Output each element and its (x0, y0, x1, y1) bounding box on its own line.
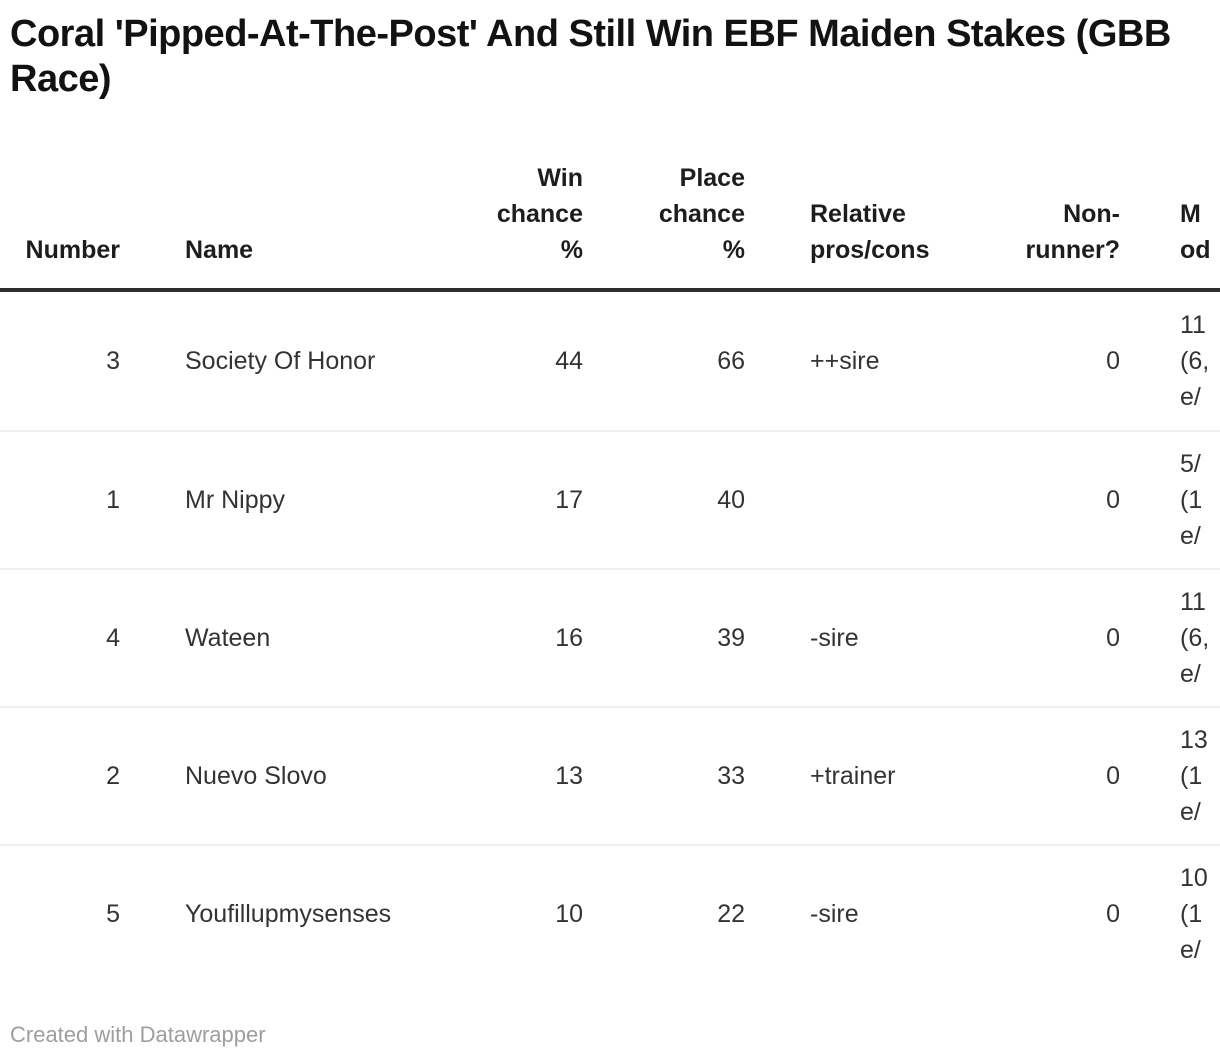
datawrapper-credit-link[interactable]: Created with Datawrapper (10, 1022, 266, 1047)
col-header-non-runner: Non- runner? (1025, 200, 1120, 264)
cell-place-chance: 66 (717, 347, 745, 375)
cell-win-chance: 17 (555, 486, 583, 514)
cell-name: Youfillupmysenses (185, 900, 392, 928)
cell-number: 1 (106, 486, 120, 514)
table-header-row: Number Name Win chance % Place chance % … (0, 160, 1220, 292)
race-table: Number Name Win chance % Place chance % … (0, 160, 1220, 982)
cell-pros-cons: ++sire (810, 347, 880, 375)
col-header-name: Name (185, 236, 254, 264)
table-row: 5 Youfillupmysenses 10 22 -sire 0 10 (1 … (0, 844, 1220, 982)
cell-number: 4 (106, 624, 120, 652)
cell-name: Mr Nippy (185, 486, 286, 514)
cell-number: 5 (106, 900, 120, 928)
cell-non-runner: 0 (1106, 762, 1120, 790)
cell-pros-cons: -sire (810, 900, 859, 928)
cell-odds: 10 (1 e/ (1180, 864, 1208, 964)
cell-place-chance: 33 (717, 762, 745, 790)
cell-non-runner: 0 (1106, 900, 1120, 928)
cell-name: Society Of Honor (185, 347, 376, 375)
cell-odds: 11 (6, e/ (1180, 311, 1210, 411)
table-row: 3 Society Of Honor 44 66 ++sire 0 11 (6,… (0, 292, 1220, 430)
cell-odds: 5/ (1 e/ (1180, 450, 1203, 550)
cell-win-chance: 10 (555, 900, 583, 928)
col-header-place-chance: Place chance % (658, 164, 745, 264)
table-row: 4 Wateen 16 39 -sire 0 11 (6, e/ (0, 568, 1220, 706)
cell-place-chance: 39 (717, 624, 745, 652)
cell-non-runner: 0 (1106, 486, 1120, 514)
cell-pros-cons: +trainer (810, 762, 896, 790)
cell-non-runner: 0 (1106, 347, 1120, 375)
cell-odds: 13 (1 e/ (1180, 726, 1208, 826)
cell-win-chance: 16 (555, 624, 583, 652)
cell-non-runner: 0 (1106, 624, 1120, 652)
cell-odds: 11 (6, e/ (1180, 588, 1210, 688)
cell-number: 3 (106, 347, 120, 375)
cell-place-chance: 22 (717, 900, 745, 928)
col-header-win-chance: Win chance % (496, 164, 583, 264)
cell-place-chance: 40 (717, 486, 745, 514)
cell-win-chance: 13 (555, 762, 583, 790)
col-header-odds: M od (1180, 200, 1211, 264)
cell-win-chance: 44 (555, 347, 583, 375)
footer: Created with Datawrapper (0, 1022, 1220, 1048)
cell-pros-cons: -sire (810, 624, 859, 652)
table-row: 2 Nuevo Slovo 13 33 +trainer 0 13 (1 e/ (0, 706, 1220, 844)
page-title: Coral 'Pipped-At-The-Post' And Still Win… (10, 13, 1171, 100)
cell-number: 2 (106, 762, 120, 790)
table-row: 1 Mr Nippy 17 40 0 5/ (1 e/ (0, 430, 1220, 568)
col-header-pros-cons: Relative pros/cons (810, 200, 930, 264)
cell-name: Wateen (185, 624, 271, 652)
col-header-number: Number (25, 236, 120, 264)
cell-name: Nuevo Slovo (185, 762, 327, 790)
